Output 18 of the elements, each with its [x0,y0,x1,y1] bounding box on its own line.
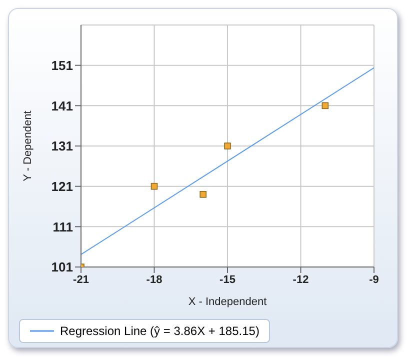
point [150,182,158,190]
point [224,142,231,150]
x-tick-label: -15 [220,274,236,286]
y-tick-label: 111 [52,219,73,234]
x-tick-label: -21 [73,274,89,286]
y-axis-title: Y - Dependent [22,110,34,182]
x-tick-label: -18 [146,274,162,286]
x-tick-label: -9 [369,274,379,286]
y-tick-label: 121 [51,178,73,194]
y-tick-label: 141 [51,98,73,114]
legend-label: Regression Line (ŷ = 3.86X + 185.15) [60,324,260,338]
point [200,191,206,198]
x-axis-title: X - Independent [188,296,267,308]
y-tick-label: 131 [51,138,73,154]
y-tick-label: 151 [51,58,73,73]
x-tick-label: -12 [292,274,309,286]
y-tick-label: 101 [51,260,73,275]
point [322,102,329,110]
